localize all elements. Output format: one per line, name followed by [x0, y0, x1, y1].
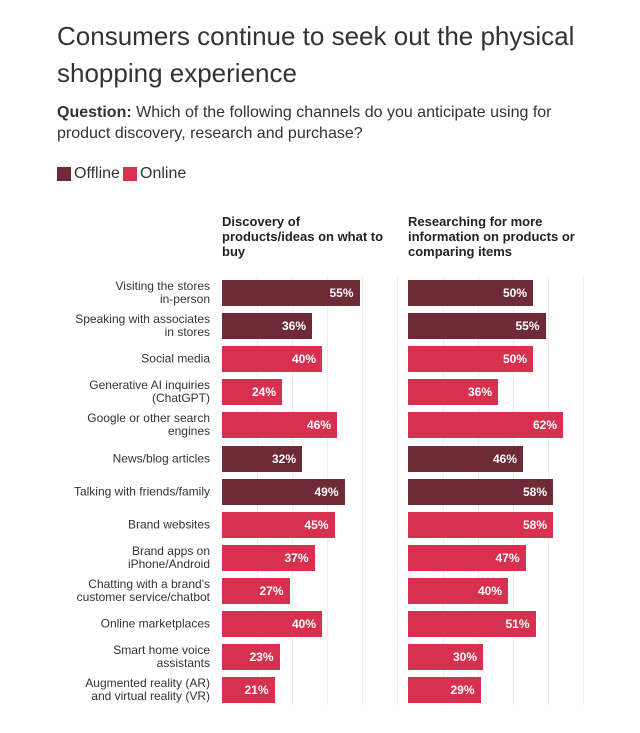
- value-label: 24%: [251, 385, 276, 400]
- category-label: Brand websites: [127, 517, 210, 532]
- category-label: Visiting the stores in-person: [115, 279, 211, 306]
- panel-title: Researching for more information on prod…: [408, 214, 575, 259]
- value-label: 30%: [452, 650, 477, 665]
- bar: [408, 677, 481, 704]
- question-text: Which of the following channels do you a…: [57, 104, 552, 142]
- value-label: 46%: [306, 418, 331, 433]
- category-label: News/blog articles: [112, 451, 210, 465]
- value-label: 46%: [492, 451, 517, 466]
- bar: [222, 412, 337, 439]
- bar: [408, 611, 536, 637]
- value-label: 40%: [291, 617, 316, 631]
- grid-line: [583, 275, 584, 705]
- bar: [222, 280, 360, 306]
- title: Consumers continue to seek out the physi…: [57, 21, 575, 88]
- value-label: 55%: [329, 286, 354, 300]
- value-label: 36%: [467, 385, 492, 400]
- bar: [408, 280, 533, 306]
- bar: [222, 611, 322, 637]
- value-label: 21%: [244, 683, 269, 698]
- legend-item: Online: [123, 165, 186, 183]
- category-label: Social media: [141, 351, 210, 366]
- grid-line: [397, 275, 398, 705]
- bar: [408, 313, 546, 340]
- bar: [408, 478, 553, 505]
- bar: [408, 544, 526, 571]
- category-label: Augmented reality (AR) and virtual reali…: [85, 676, 210, 704]
- legend-label: Online: [140, 165, 187, 182]
- question-label: Question:: [57, 104, 132, 121]
- bar: [408, 511, 553, 538]
- grid-line: [362, 275, 363, 705]
- category-label: Google or other search engines: [87, 411, 210, 439]
- value-label: 58%: [522, 484, 547, 499]
- category-label: Online marketplaces: [100, 616, 210, 631]
- value-label: 23%: [249, 650, 274, 665]
- value-label: 49%: [314, 484, 339, 499]
- bar: [222, 346, 322, 373]
- legend-swatch: [57, 167, 71, 181]
- legend-swatch: [123, 167, 137, 181]
- value-label: 50%: [502, 352, 527, 367]
- value-label: 47%: [495, 550, 520, 565]
- legend-item: Offline: [57, 165, 120, 183]
- category-label: Talking with friends/family: [73, 484, 210, 499]
- bar: [222, 511, 335, 538]
- panel-title: Discovery of products/ideas on what to b…: [222, 214, 384, 259]
- bar: [408, 379, 498, 406]
- value-label: 29%: [450, 683, 475, 698]
- bar: [408, 346, 533, 373]
- legend-label: Offline: [74, 165, 120, 182]
- value-label: 40%: [291, 352, 316, 367]
- value-label: 40%: [477, 583, 502, 598]
- value-label: 51%: [505, 617, 530, 631]
- value-label: 37%: [284, 550, 309, 565]
- value-label: 55%: [515, 319, 540, 334]
- bar: [222, 478, 345, 505]
- bar: [408, 412, 563, 439]
- bar: [222, 544, 315, 571]
- category-label: Brand apps on iPhone/Android: [127, 543, 210, 571]
- category-label: Chatting with a brand's customer service…: [76, 576, 210, 604]
- bar: [222, 644, 280, 671]
- bar: [408, 644, 483, 671]
- value-label: 58%: [522, 517, 547, 532]
- bar: [222, 445, 302, 472]
- bar: [408, 577, 508, 604]
- value-label: 45%: [304, 517, 329, 532]
- bar: [222, 577, 290, 604]
- bar: [222, 379, 282, 406]
- value-label: 62%: [532, 418, 557, 433]
- bar: [222, 313, 312, 340]
- question-block: Question: Which of the following channel…: [57, 102, 597, 144]
- bar: [222, 677, 275, 704]
- category-label: Generative AI inquiries (ChatGPT): [89, 378, 210, 406]
- value-label: 27%: [259, 583, 284, 598]
- value-label: 50%: [502, 286, 527, 300]
- category-label: Speaking with associates in stores: [75, 312, 210, 340]
- bar: [408, 445, 523, 472]
- category-label: Smart home voice assistants: [113, 643, 210, 671]
- value-label: 36%: [281, 319, 306, 334]
- value-label: 32%: [271, 451, 296, 466]
